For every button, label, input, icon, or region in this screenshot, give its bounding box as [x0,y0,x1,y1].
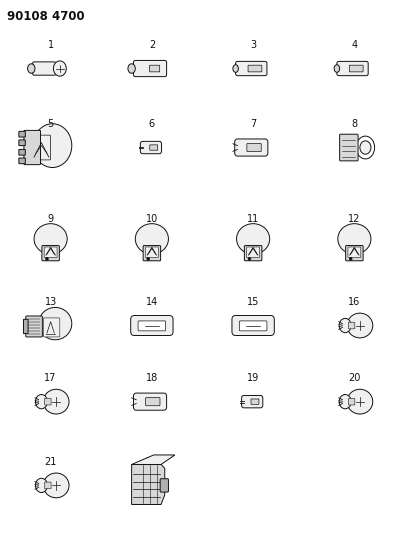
FancyBboxPatch shape [23,319,28,334]
Text: 3: 3 [250,40,256,50]
Text: 12: 12 [348,214,360,224]
Ellipse shape [43,389,69,414]
FancyBboxPatch shape [337,61,368,76]
Ellipse shape [34,224,67,254]
Ellipse shape [339,394,351,409]
FancyBboxPatch shape [26,316,43,337]
Text: 19: 19 [247,373,259,383]
Text: 90108 4700: 90108 4700 [7,10,85,22]
FancyBboxPatch shape [145,247,158,257]
FancyBboxPatch shape [236,61,267,76]
Text: 14: 14 [146,297,158,306]
Ellipse shape [349,257,352,260]
Text: 8: 8 [351,119,358,129]
Text: 11: 11 [247,214,259,224]
Polygon shape [132,464,165,504]
Ellipse shape [347,389,373,414]
FancyBboxPatch shape [146,398,160,406]
Text: 7: 7 [250,119,256,129]
FancyBboxPatch shape [43,318,60,337]
FancyBboxPatch shape [251,399,259,405]
FancyBboxPatch shape [244,246,262,261]
Text: 16: 16 [348,297,360,306]
FancyBboxPatch shape [42,246,60,261]
FancyBboxPatch shape [340,134,358,161]
Ellipse shape [38,308,72,340]
Text: 9: 9 [47,214,54,224]
FancyBboxPatch shape [348,398,355,405]
FancyBboxPatch shape [19,149,26,155]
Ellipse shape [339,318,351,333]
Ellipse shape [360,141,371,154]
Polygon shape [132,455,175,464]
Text: 5: 5 [47,119,54,129]
Ellipse shape [147,257,149,260]
FancyBboxPatch shape [19,158,26,164]
Ellipse shape [135,224,168,254]
FancyBboxPatch shape [232,316,274,335]
Text: 1: 1 [47,40,54,50]
FancyBboxPatch shape [19,140,26,146]
Text: 21: 21 [45,457,57,466]
Ellipse shape [347,313,373,338]
FancyBboxPatch shape [239,321,267,331]
Ellipse shape [248,257,251,260]
Ellipse shape [43,473,69,498]
FancyBboxPatch shape [160,479,168,492]
FancyBboxPatch shape [45,398,51,405]
FancyBboxPatch shape [143,246,161,261]
Ellipse shape [36,478,47,492]
FancyBboxPatch shape [131,316,173,335]
Ellipse shape [28,64,35,73]
Text: 18: 18 [146,373,158,383]
FancyBboxPatch shape [32,135,51,160]
Ellipse shape [338,224,371,254]
FancyBboxPatch shape [19,131,26,137]
FancyBboxPatch shape [33,62,55,75]
FancyBboxPatch shape [248,65,262,72]
FancyBboxPatch shape [24,131,40,165]
FancyBboxPatch shape [45,482,51,489]
Text: 10: 10 [146,214,158,224]
Text: 2: 2 [149,40,155,50]
FancyBboxPatch shape [150,145,158,150]
FancyBboxPatch shape [247,247,260,257]
FancyBboxPatch shape [345,246,363,261]
FancyBboxPatch shape [134,393,166,410]
Text: 15: 15 [247,297,259,306]
Text: 20: 20 [348,373,360,383]
Text: 22: 22 [146,457,158,466]
FancyBboxPatch shape [134,60,166,77]
Ellipse shape [36,394,47,409]
Ellipse shape [334,64,340,72]
FancyBboxPatch shape [247,143,261,151]
FancyBboxPatch shape [138,321,166,331]
Text: 13: 13 [45,297,57,306]
Text: 6: 6 [149,119,155,129]
FancyBboxPatch shape [348,247,361,257]
FancyBboxPatch shape [149,65,160,72]
FancyBboxPatch shape [44,247,57,257]
FancyBboxPatch shape [348,322,355,329]
Ellipse shape [233,64,239,72]
FancyBboxPatch shape [350,65,363,72]
FancyBboxPatch shape [242,395,263,408]
Ellipse shape [237,224,270,254]
Text: 4: 4 [351,40,358,50]
Ellipse shape [33,124,72,167]
FancyBboxPatch shape [141,141,162,154]
Ellipse shape [45,257,48,260]
Ellipse shape [128,64,135,73]
FancyBboxPatch shape [235,139,268,156]
Text: 17: 17 [45,373,57,383]
Ellipse shape [53,61,66,76]
